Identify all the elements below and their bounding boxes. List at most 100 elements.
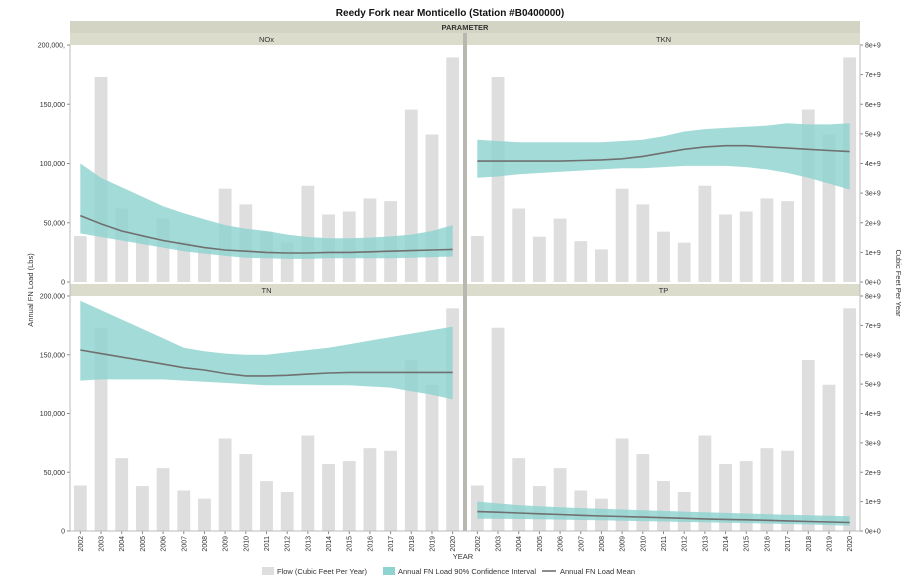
flow-bar: [760, 448, 774, 531]
flow-bar: [512, 208, 526, 282]
mean-line: [80, 214, 453, 254]
flow-bar: [491, 76, 505, 283]
flow-bar: [218, 438, 232, 531]
y-tick-right-label: 1e+9: [865, 250, 881, 257]
legend-label-ci: Annual FN Load 90% Confidence Interval: [398, 567, 536, 576]
flow-bar: [574, 241, 588, 282]
flow-bar: [739, 211, 753, 282]
y-tick-right-label: 3e+9: [865, 440, 881, 447]
flow-bar: [595, 249, 608, 282]
flow-bar: [615, 188, 629, 282]
title-group: Reedy Fork near Monticello (Station #B04…: [336, 8, 564, 19]
x-tick-label: 2011: [264, 536, 271, 551]
y-tick-right-label: 5e+9: [865, 382, 881, 389]
flow-bar: [73, 485, 87, 531]
flow-bar: [115, 458, 129, 531]
flow-bar: [384, 450, 398, 531]
confidence-band: [477, 123, 850, 190]
mean-line: [477, 144, 850, 162]
panel-strip: [70, 284, 463, 296]
y-tick-right-label: 3e+9: [865, 191, 881, 198]
x-tick-label: 2002: [78, 536, 85, 552]
flow-bar: [760, 198, 774, 282]
mean-line: [80, 349, 453, 377]
y-tick-left-label: 0: [61, 280, 65, 287]
x-tick-label: 2005: [537, 536, 544, 552]
y-tick-right-label: 8e+9: [865, 294, 881, 301]
flow-bar: [553, 468, 567, 531]
flow-bar: [135, 486, 149, 531]
panel-label: TN: [262, 286, 272, 295]
x-tick-label: 2006: [558, 536, 565, 552]
flow-bar: [301, 435, 315, 531]
x-tick-label: 2020: [450, 536, 457, 552]
legend-label-flow: Flow (Cubic Feet Per Year): [277, 567, 368, 576]
flow-bar: [843, 308, 857, 531]
legend-label-mean: Annual FN Load Mean: [560, 567, 635, 576]
flow-bar: [280, 491, 294, 531]
panel-strip: [467, 284, 860, 296]
flow-bar: [135, 236, 149, 282]
legend-swatch-flow: [262, 567, 274, 575]
flow-bar: [719, 214, 732, 282]
flow-bar: [177, 490, 191, 531]
x-tick-label: 2003: [99, 536, 106, 552]
flow-bar: [198, 498, 211, 531]
flow-bar: [698, 185, 712, 282]
x-tick-label: 2007: [181, 536, 188, 552]
x-tick-label: 2018: [806, 536, 813, 552]
flow-bar: [73, 236, 87, 282]
x-tick-label: 2009: [620, 536, 627, 552]
y-tick-right-label: 7e+9: [865, 72, 881, 79]
panel-tn: TN: [70, 284, 463, 531]
flow-bar: [342, 461, 356, 531]
x-tick-label: 2015: [347, 536, 354, 552]
y-tick-right-label: 5e+9: [865, 131, 881, 138]
y-tick-left-label: 200,000,: [38, 43, 65, 50]
flow-bar: [636, 204, 650, 282]
x-tick-label: 2009: [223, 536, 230, 552]
y-axis-right-label: Cubic Feet Per Year: [894, 249, 903, 317]
flow-bar: [512, 458, 526, 531]
x-tick-label: 2016: [367, 536, 374, 552]
y-tick-left-label: 150,000: [40, 102, 65, 109]
mean-line: [477, 510, 850, 524]
x-tick-label: 2016: [764, 536, 771, 552]
confidence-band: [80, 300, 453, 400]
flow-bar: [615, 438, 629, 531]
panel-strip: [467, 33, 860, 45]
panel-label: TP: [659, 286, 669, 295]
x-tick-label: 2008: [599, 536, 606, 552]
x-axis-label: YEAR: [453, 552, 474, 561]
x-tick-label: 2008: [202, 536, 209, 552]
y-tick-right-label: 2e+9: [865, 220, 881, 227]
panel-nox: NOx: [70, 33, 463, 283]
facet-header: PARAMETER: [442, 23, 490, 32]
x-tick-label: 2013: [702, 536, 709, 552]
flow-bar: [425, 134, 439, 282]
flow-bar: [822, 384, 836, 531]
panel-tp: TP: [467, 284, 860, 531]
x-tick-label: 2002: [475, 536, 482, 552]
y-tick-right-label: 0e+0: [865, 280, 881, 287]
panel-tkn: TKN: [467, 33, 860, 283]
flow-bar: [657, 481, 670, 531]
flow-bar: [260, 481, 273, 531]
flow-bar: [781, 201, 795, 282]
panel-label: TKN: [656, 35, 671, 44]
axes: 0 50,000 100,000 150,000 200,000, 0e+0 1e+9 2e+…: [38, 33, 881, 552]
panel-label: NOx: [259, 35, 274, 44]
y-tick-right-label: 1e+9: [865, 499, 881, 506]
panel-divider: [463, 33, 467, 531]
y-tick-left-label: 100,000: [40, 161, 65, 168]
y-tick-left-label: 50,000: [44, 470, 66, 477]
flow-bar: [657, 231, 670, 282]
x-tick-label: 2005: [140, 536, 147, 552]
x-tick-label: 2007: [578, 536, 585, 552]
x-tick-label: 2019: [430, 536, 437, 552]
flow-bar: [404, 360, 418, 531]
x-tick-label: 2019: [827, 536, 834, 552]
flow-bar: [198, 249, 211, 282]
y-tick-left-label: 50,000: [44, 220, 66, 227]
